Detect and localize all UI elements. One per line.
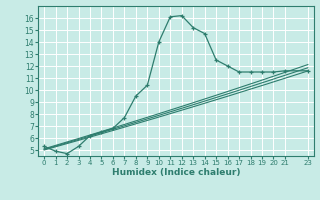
X-axis label: Humidex (Indice chaleur): Humidex (Indice chaleur) [112,168,240,177]
